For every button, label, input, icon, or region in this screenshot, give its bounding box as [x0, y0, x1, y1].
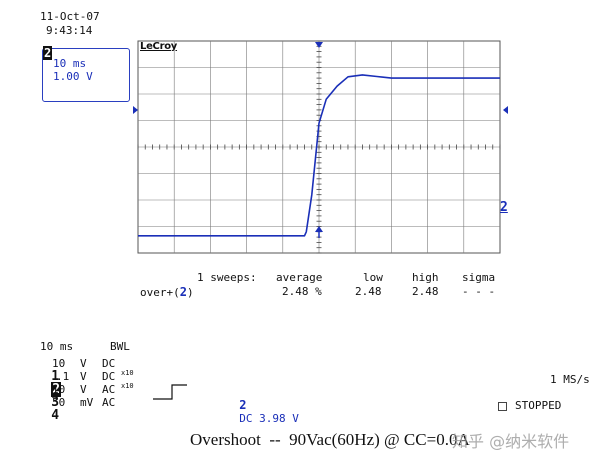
acquisition-status[interactable]: STOPPED: [498, 399, 561, 412]
channel-info-box[interactable]: 2 10 ms 1.00 V: [42, 46, 130, 102]
brand-logo: LeCroy: [140, 41, 178, 52]
trigger-edge-icon: [153, 384, 187, 400]
trigger-bottom-arrow-icon: [315, 226, 323, 232]
sample-rate: 1 MS/s: [550, 373, 590, 386]
watermark-text: 知乎 @纳米软件: [452, 432, 570, 451]
channel-1-value: 10: [52, 357, 66, 370]
channel-4-coupling: AC: [102, 396, 116, 409]
channel-3-probe: x10: [121, 382, 134, 390]
header-sigma: sigma: [462, 271, 496, 284]
channel-row-4[interactable]: 4: [38, 395, 59, 423]
trigger-level: DC 3.98 V: [239, 412, 299, 425]
channel-1-unit: V: [80, 357, 87, 370]
channel-2-number: 2: [51, 382, 62, 397]
graticule: [137, 40, 501, 254]
trace-channel-label: 2: [500, 200, 508, 215]
channel-2-coupling: DC: [102, 370, 116, 383]
value-sigma: - - -: [462, 285, 496, 298]
waveform-series-line: [138, 74, 500, 237]
channel-4-value: 50: [52, 396, 66, 409]
status-text: STOPPED: [515, 399, 562, 412]
trigger-channel: 2: [239, 398, 247, 412]
param-channel: 2: [179, 285, 187, 299]
header-high: high: [412, 271, 439, 284]
channel-2-unit: V: [80, 370, 87, 383]
channel-row-2[interactable]: 2: [38, 369, 62, 397]
date-readout: 11-Oct-07: [40, 10, 100, 23]
header-average: average: [276, 271, 323, 284]
bwl-setting: BWL: [110, 340, 130, 353]
right-level-marker-icon: [503, 106, 508, 114]
channel-row-3[interactable]: 3: [38, 382, 59, 410]
trigger-info[interactable]: 2 DC 3.98 V: [226, 385, 299, 425]
channel-3-unit: V: [80, 383, 87, 396]
measurement-row[interactable]: over+(2): [140, 285, 194, 299]
channel-1-coupling: DC: [102, 357, 116, 370]
waveform-trace: [138, 74, 500, 237]
trigger-top-marker-icon: [315, 42, 323, 48]
channel-number-badge: 2: [43, 46, 53, 60]
figure-caption: Overshoot -- 90Vac(60Hz) @ CC=0.0A: [190, 430, 470, 449]
header-low: low: [363, 271, 383, 284]
channel-timebase: 10 ms: [53, 57, 87, 70]
sweeps-count: 1 sweeps:: [197, 271, 257, 284]
value-low: 2.48: [355, 285, 382, 298]
channel-3-coupling: AC: [102, 383, 116, 396]
param-name: over+: [140, 286, 174, 299]
channel-3-number: 3: [51, 395, 60, 410]
channel-row-1[interactable]: 1: [38, 356, 59, 384]
channel-2-probe: x10: [121, 369, 134, 377]
status-checkbox-icon: [498, 401, 507, 411]
channel-2-value: .1: [56, 370, 70, 383]
timebase-setting: 10 ms: [40, 340, 74, 353]
left-level-marker-icon: [133, 106, 138, 114]
channel-volts: 1.00 V: [53, 70, 93, 83]
channel-4-unit: mV: [80, 396, 94, 409]
channel-1-number: 1: [51, 369, 60, 384]
time-readout: 9:43:14: [46, 24, 93, 37]
channel-3-value: 10: [52, 383, 66, 396]
value-high: 2.48: [412, 285, 439, 298]
value-average: 2.48 %: [282, 285, 322, 298]
channel-4-number: 4: [51, 408, 60, 423]
